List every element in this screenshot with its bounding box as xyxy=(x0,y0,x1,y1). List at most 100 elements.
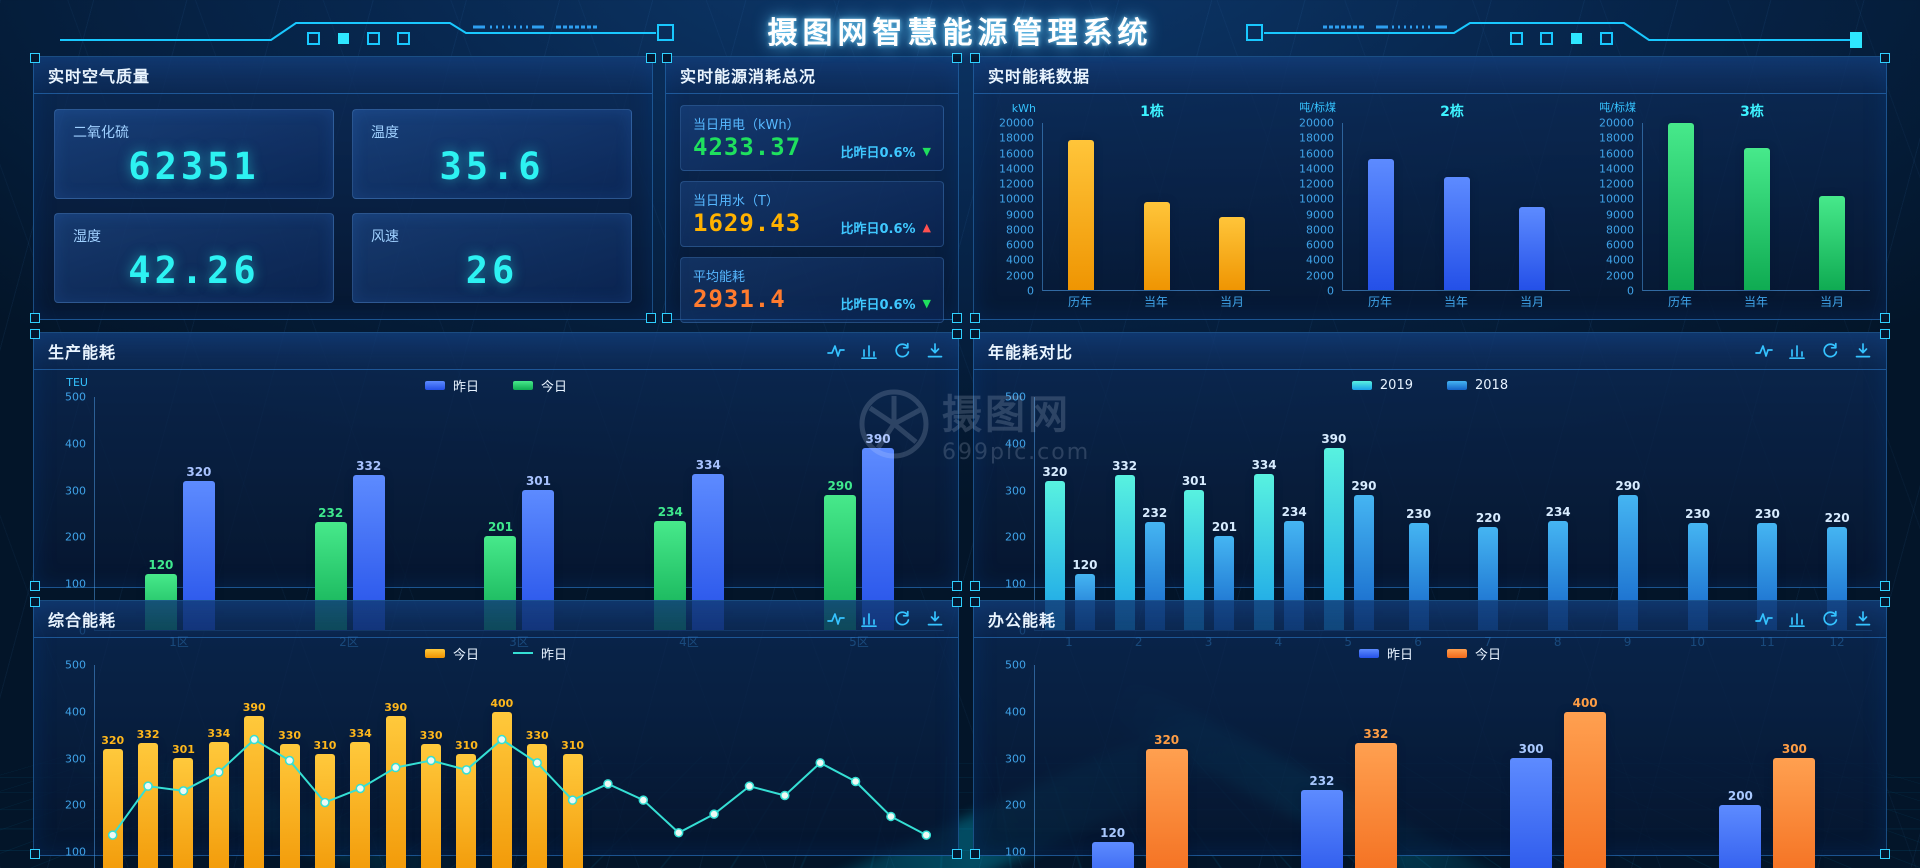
y-tick-label: 500 xyxy=(65,390,86,404)
bar-wrap: 300 xyxy=(1773,665,1816,868)
legend-swatch xyxy=(1358,648,1379,658)
bar-wrap: 332 xyxy=(1112,397,1137,630)
line-chart-icon[interactable] xyxy=(827,342,845,360)
corner-marker xyxy=(1880,53,1890,63)
bar-wrap: 390 xyxy=(1321,397,1346,630)
category-group: 300 400 xyxy=(1454,665,1663,868)
y-tick-label: 14000 xyxy=(1299,162,1334,176)
bar xyxy=(138,743,159,868)
bar-chart-icon[interactable] xyxy=(1788,610,1806,628)
plot-area: 120 320 232 332 201 301 234 334 290 390 xyxy=(94,397,944,631)
corner-marker xyxy=(30,597,40,607)
y-tick-label: 300 xyxy=(1005,752,1026,766)
bar-value-label: 390 xyxy=(1321,432,1347,447)
corner-marker xyxy=(646,53,656,63)
y-tick-label: 12000 xyxy=(1299,177,1334,191)
legend-label: 今日 xyxy=(1475,647,1502,663)
legend-swatch xyxy=(424,648,445,658)
building-1-bar-chart: 0 2000 4000 6000 8000 9000 10000 12000 14000 1600… xyxy=(990,102,1270,311)
stat-label: 湿度 xyxy=(73,229,101,245)
line-chart-icon[interactable] xyxy=(1755,342,1773,360)
bar xyxy=(1773,758,1816,868)
x-tick-label: 当年 xyxy=(1443,295,1468,309)
bar-wrap: 310 xyxy=(561,665,584,868)
legend-item[interactable]: 昨日 xyxy=(424,376,479,395)
bar-chart-icon[interactable] xyxy=(860,610,878,628)
bar xyxy=(385,716,406,868)
bar-wrap xyxy=(1743,123,1770,290)
bar-wrap: 120 xyxy=(1091,665,1134,868)
legend-item[interactable]: 2018 xyxy=(1447,378,1508,393)
y-tick-label: 8000 xyxy=(1606,223,1634,237)
compare-text: 比昨日0.6% xyxy=(840,146,916,161)
y-axis: 0 2000 4000 6000 8000 9000 10000 12000 14000 1600… xyxy=(990,102,1042,297)
bar-value-label: 320 xyxy=(186,464,212,479)
y-tick-label: 20000 xyxy=(999,116,1034,130)
bar-wrap: 120 xyxy=(1072,397,1097,630)
category-group xyxy=(661,665,696,868)
category-group: 232 332 xyxy=(265,397,435,630)
y-tick-label: 400 xyxy=(65,437,86,451)
line-chart-icon[interactable] xyxy=(827,610,845,628)
y-tick-label: 300 xyxy=(65,752,86,766)
bar xyxy=(1819,195,1846,290)
bar-wrap: 320 xyxy=(1042,397,1067,630)
bar xyxy=(314,753,335,868)
legend-item[interactable]: 今日 xyxy=(1447,644,1501,663)
legend-item[interactable]: 昨日 xyxy=(1358,644,1413,663)
bar-value-label: 320 xyxy=(1154,732,1180,747)
y-tick-label: 2000 xyxy=(1006,269,1034,283)
download-icon[interactable] xyxy=(926,342,944,360)
download-icon[interactable] xyxy=(926,610,944,628)
header-circuit-right xyxy=(1246,22,1862,48)
stat-value: 26 xyxy=(465,248,519,292)
line-chart-icon[interactable] xyxy=(1755,610,1773,628)
download-icon[interactable] xyxy=(1854,610,1872,628)
plot-area: 120 320 232 332 300 400 200 300 xyxy=(1034,665,1872,868)
x-tick-label: 历年 xyxy=(1667,295,1692,309)
bar-value-label: 330 xyxy=(278,729,302,743)
bar-chart-icon[interactable] xyxy=(1788,342,1806,360)
bar-value-label: 334 xyxy=(695,458,721,473)
bar-wrap xyxy=(1067,123,1094,290)
panel-title: 实时空气质量 xyxy=(48,67,151,86)
bar-value-label: 332 xyxy=(136,728,160,742)
bar-chart-icon[interactable] xyxy=(860,342,878,360)
bar-wrap: 301 xyxy=(1182,397,1207,630)
legend-item[interactable]: 今日 xyxy=(513,376,567,395)
bar-value-label: 390 xyxy=(865,432,891,447)
legend-item[interactable]: 昨日 xyxy=(513,644,567,663)
panel-title: 年能耗对比 xyxy=(988,343,1074,362)
bar-value-label: 290 xyxy=(827,478,853,493)
category-group: 330 xyxy=(520,665,555,868)
refresh-icon[interactable] xyxy=(893,342,911,360)
refresh-icon[interactable] xyxy=(1821,610,1839,628)
bar-wrap: 330 xyxy=(420,665,443,868)
bar xyxy=(1743,148,1770,290)
legend-item[interactable]: 2019 xyxy=(1351,378,1413,393)
category-group: 332 xyxy=(130,665,165,868)
legend-label: 昨日 xyxy=(1386,647,1413,663)
compare-text: 比昨日0.6% xyxy=(840,298,916,313)
x-tick-label: 当年 xyxy=(1743,295,1768,309)
y-tick-label: 18000 xyxy=(1299,131,1334,145)
download-icon[interactable] xyxy=(1854,342,1872,360)
bar-value-label: 400 xyxy=(1572,695,1598,710)
y-tick-label: 6000 xyxy=(1306,238,1334,252)
bar-wrap: 220 xyxy=(1476,397,1501,630)
y-tick-label: 9000 xyxy=(1606,208,1634,222)
bar-wrap xyxy=(1519,123,1546,290)
bar xyxy=(562,753,583,868)
plot-area xyxy=(1042,123,1270,291)
category-group: 320 120 xyxy=(1035,397,1105,630)
refresh-icon[interactable] xyxy=(1821,342,1839,360)
summary-row: 1629.43 比昨日0.6% ▲ xyxy=(693,209,931,237)
bar-wrap xyxy=(1819,123,1846,290)
refresh-icon[interactable] xyxy=(893,610,911,628)
bar-wrap xyxy=(1443,123,1470,290)
bar xyxy=(1254,474,1275,630)
bar xyxy=(1114,475,1135,630)
y-tick-label: 300 xyxy=(1005,484,1026,498)
y-tick-label: 100 xyxy=(1005,845,1026,859)
legend-item[interactable]: 今日 xyxy=(424,644,479,663)
